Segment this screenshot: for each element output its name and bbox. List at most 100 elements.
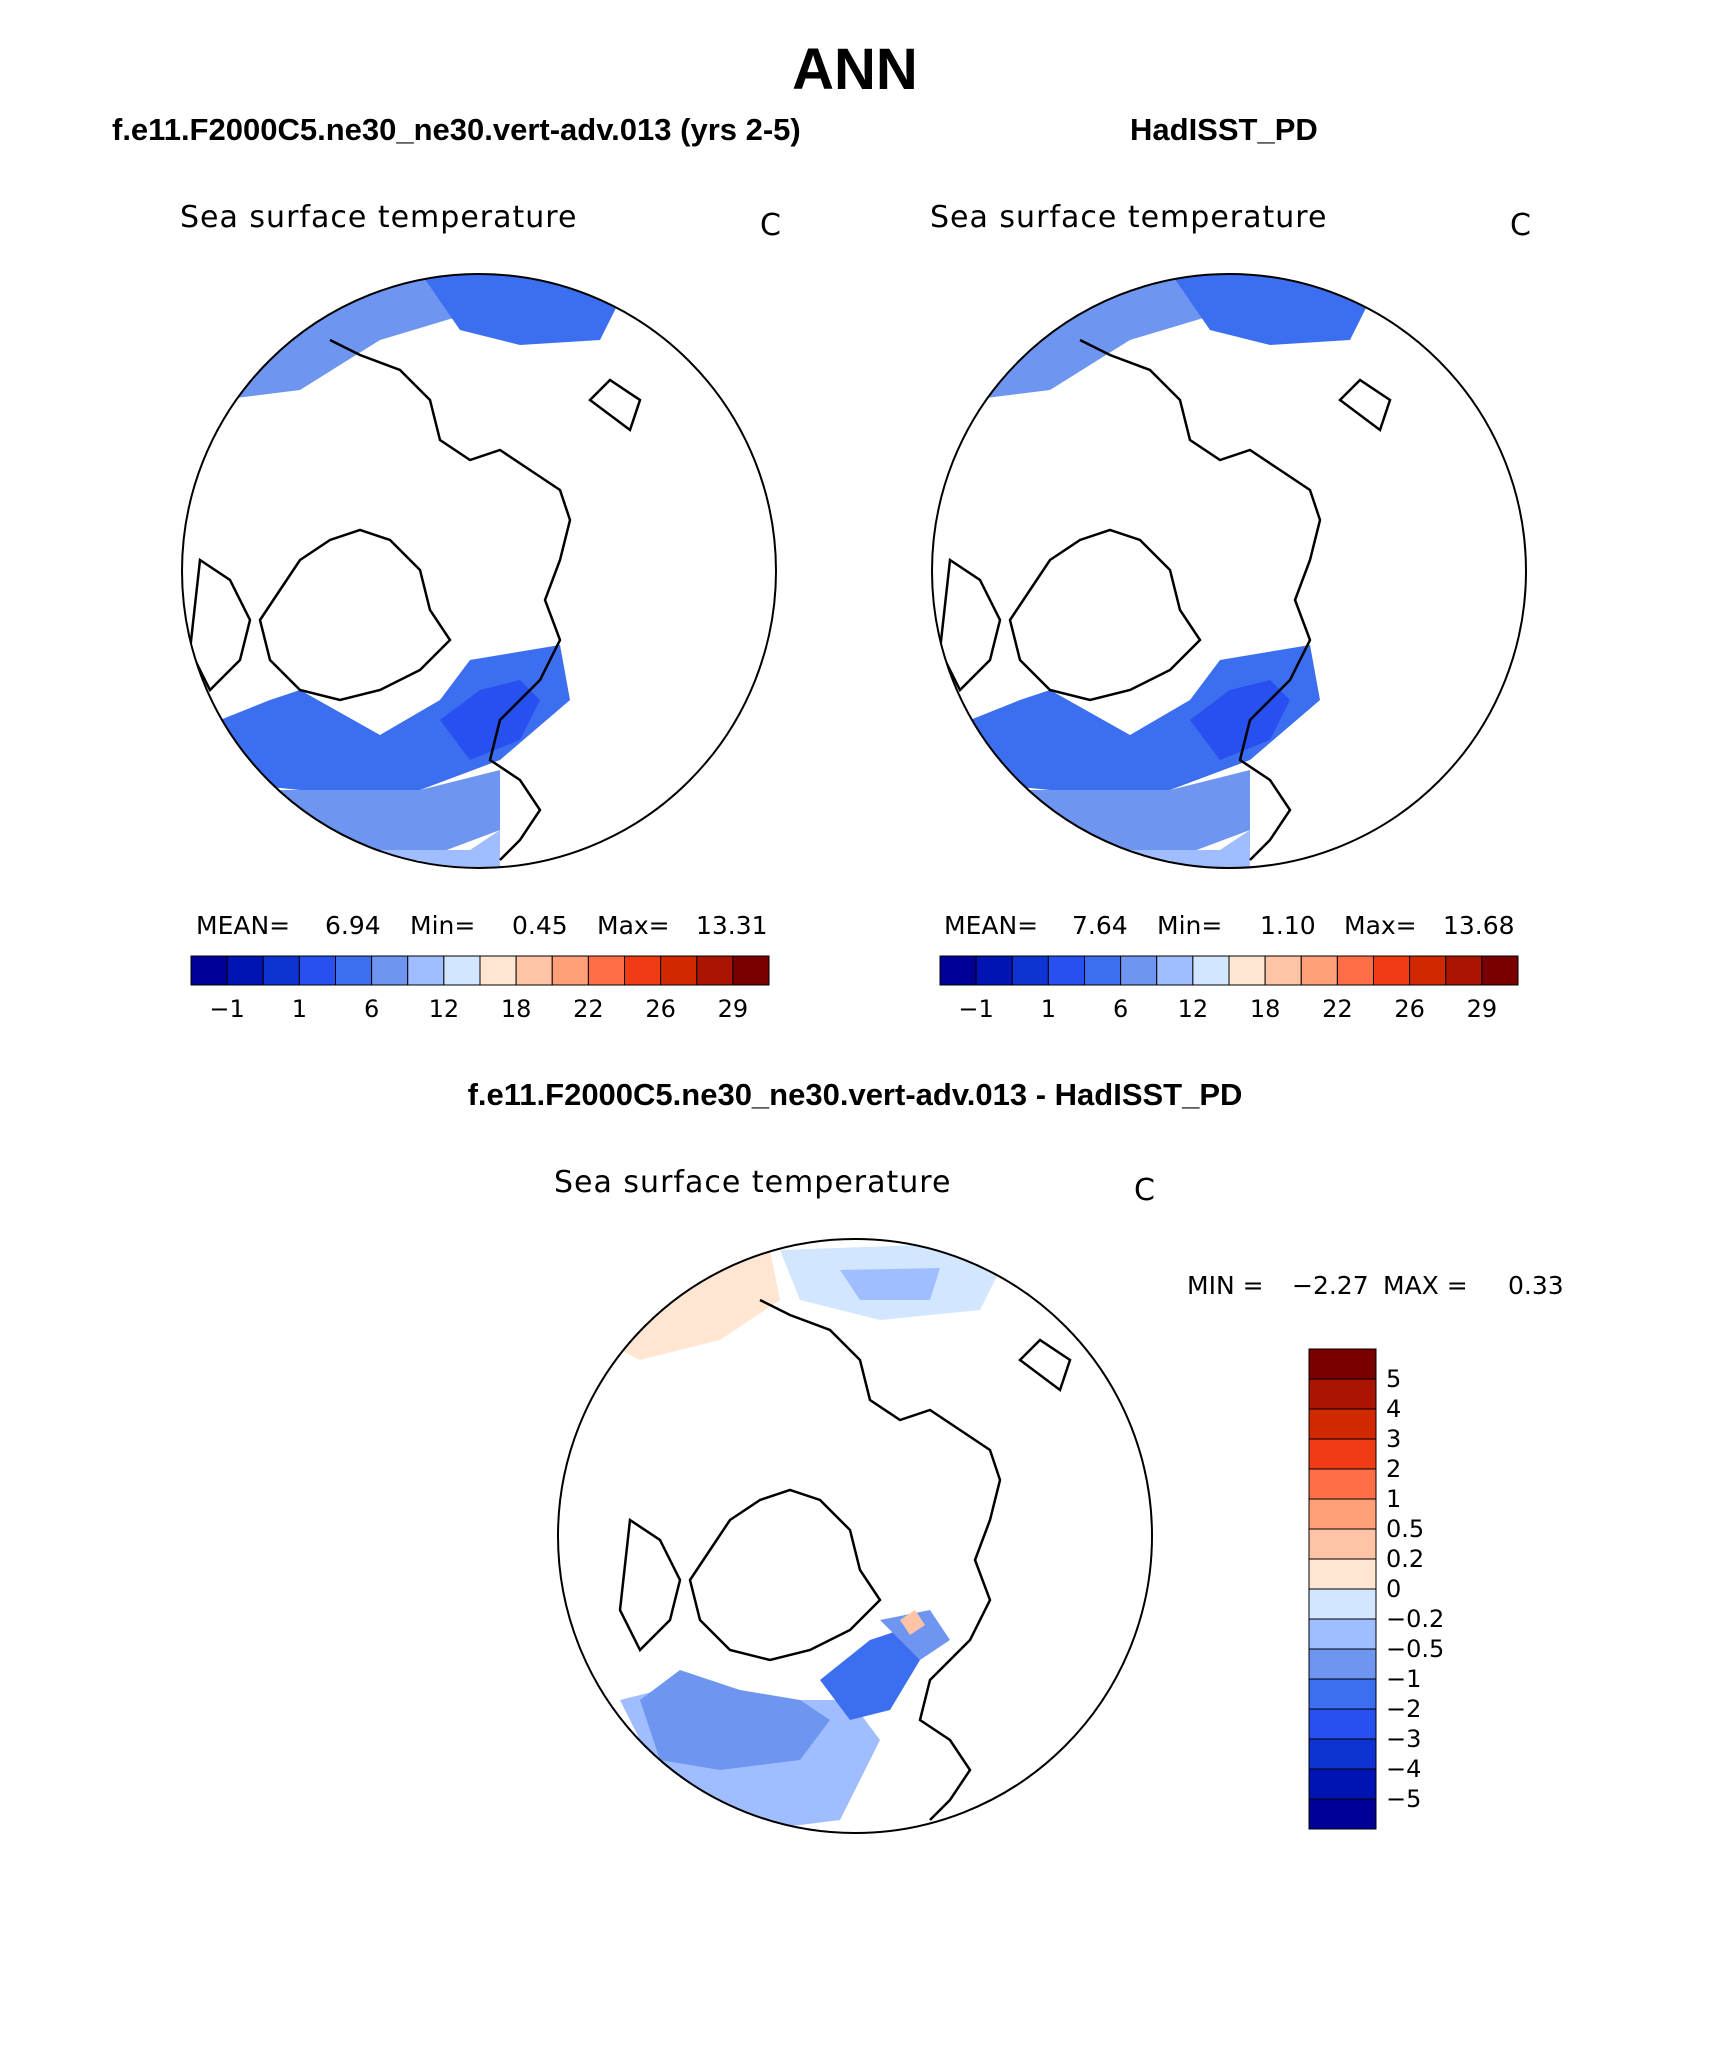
panel2-mean-label: MEAN= — [944, 911, 1039, 940]
panel1-colorbar-swatch-2 — [262, 955, 300, 986]
panel1-colorbar-swatch-1 — [226, 955, 264, 986]
panel2-colorbar-tick-label: −1 — [958, 995, 994, 1023]
diff-min-label: MIN = — [1187, 1271, 1264, 1300]
panel2-norwegian-sst — [1190, 680, 1290, 760]
panel2-colorbar-swatch-9 — [1264, 955, 1302, 986]
diff-norwegian-b — [880, 1610, 950, 1660]
panel2-colorbar — [939, 955, 1519, 986]
panel1-colorbar-swatch-13 — [660, 955, 698, 986]
panel2-colorbar-tick-label: 6 — [1112, 995, 1129, 1023]
diff-colorbar-swatch-11 — [1308, 1678, 1377, 1710]
panel1-colorbar-swatch-8 — [479, 955, 517, 986]
panel1-colorbar-tick-label: 29 — [717, 995, 749, 1023]
panel1-colorbar-tick-label: 22 — [573, 995, 604, 1023]
panel1-max-value: 13.31 — [696, 911, 768, 940]
panel1-colorbar-tick-label: 6 — [363, 995, 380, 1023]
panel1-map-border — [181, 273, 777, 869]
diff-colorbar-tick-label: −4 — [1386, 1755, 1422, 1783]
panel2-colorbar-swatch-4 — [1084, 955, 1122, 986]
diff-pacific-warm — [600, 1250, 780, 1360]
panel2-mean-value: 7.64 — [1072, 911, 1128, 940]
panel2-colorbar-swatch-11 — [1336, 955, 1374, 986]
panel1-colorbar-tick-label: 26 — [645, 995, 676, 1023]
panel1-colorbar-tick-label: −1 — [209, 995, 245, 1023]
diff-units: C — [1134, 1173, 1155, 1208]
panel2-colorbar-swatch-13 — [1409, 955, 1447, 986]
panel2-colorbar-tick-label: 1 — [1040, 995, 1057, 1023]
panel1-coast — [188, 338, 642, 861]
diff-colorbar-swatch-7 — [1308, 1558, 1377, 1590]
diff-colorbar-tick-label: −5 — [1386, 1785, 1422, 1813]
diff-map — [600, 1245, 1072, 1830]
diff-title: f.e11.F2000C5.ne30_ne30.vert-adv.013 - H… — [467, 1077, 1243, 1112]
panel2-colorbar-tick-label: 22 — [1322, 995, 1353, 1023]
panel2-min-value: 1.10 — [1260, 911, 1316, 940]
panel1-min-label: Min= — [410, 911, 476, 940]
panel1-colorbar-swatch-11 — [587, 955, 625, 986]
panel1-field-title: Sea surface temperature — [180, 200, 578, 235]
panel2-colorbar-swatch-10 — [1300, 955, 1338, 986]
diff-colorbar-tick-label: 3 — [1386, 1425, 1402, 1453]
panel1-colorbar-tick-label: 18 — [500, 995, 532, 1023]
panel1-colorbar-swatch-10 — [551, 955, 589, 986]
diff-colorbar-swatch-8 — [1308, 1588, 1377, 1620]
panel1-map — [182, 274, 642, 868]
panel1-norwegian-sst — [440, 680, 540, 760]
panel1-colorbar-swatch-6 — [407, 955, 445, 986]
diff-max-value: 0.33 — [1508, 1271, 1564, 1300]
diff-colorbar — [1308, 1348, 1377, 1830]
panel2-colorbar-swatch-3 — [1047, 955, 1085, 986]
panel2-coast — [938, 338, 1392, 861]
panel2-max-value: 13.68 — [1443, 911, 1515, 940]
panel2-colorbar-swatch-0 — [939, 955, 977, 986]
panel2-units: C — [1510, 208, 1531, 243]
panel2-colorbar-swatch-7 — [1192, 955, 1230, 986]
panel2-colorbar-tick-label: 18 — [1249, 995, 1281, 1023]
panel1-colorbar — [190, 955, 770, 986]
diff-colorbar-swatch-9 — [1308, 1618, 1377, 1650]
panel2-min-label: Min= — [1157, 911, 1223, 940]
panel1-colorbar-swatch-3 — [298, 955, 336, 986]
panel2-max-label: Max= — [1344, 911, 1417, 940]
diff-warm-patch — [900, 1610, 925, 1635]
panel2-map-border — [931, 273, 1527, 869]
diff-colorbar-swatch-14 — [1308, 1768, 1377, 1800]
diff-coast — [618, 1298, 1072, 1821]
figure-title: ANN — [792, 37, 918, 102]
diff-colorbar-swatch-13 — [1308, 1738, 1377, 1770]
diff-colorbar-swatch-12 — [1308, 1708, 1377, 1740]
panel1-bering-sst — [420, 274, 620, 345]
panel1-min-value: 0.45 — [512, 911, 568, 940]
panel2-colorbar-swatch-12 — [1373, 955, 1411, 986]
panel2-colorbar-swatch-2 — [1011, 955, 1049, 986]
panel1-colorbar-swatch-14 — [696, 955, 734, 986]
diff-colorbar-tick-label: −1 — [1386, 1665, 1422, 1693]
panel2-colorbar-tick-label: 29 — [1466, 995, 1498, 1023]
diff-colorbar-tick-label: 4 — [1386, 1395, 1402, 1423]
diff-colorbar-swatch-4 — [1308, 1468, 1377, 1500]
diff-atlantic-b — [640, 1670, 830, 1770]
panel1-colorbar-swatch-4 — [335, 955, 373, 986]
panel1-colorbar-tick-label: 12 — [428, 995, 460, 1023]
panel1-case-title: f.e11.F2000C5.ne30_ne30.vert-adv.013 (yr… — [112, 112, 801, 147]
diff-min-value: −2.27 — [1292, 1271, 1369, 1300]
panel1-colorbar-swatch-9 — [515, 955, 553, 986]
panel2-field-title: Sea surface temperature — [930, 200, 1328, 235]
panel2-colorbar-tick-label: 26 — [1394, 995, 1425, 1023]
diff-bering-cool-b — [840, 1268, 940, 1300]
panel2-colorbar-swatch-15 — [1481, 955, 1519, 986]
diff-max-label: MAX = — [1383, 1271, 1468, 1300]
panel1-max-label: Max= — [597, 911, 670, 940]
panel2-map — [932, 274, 1392, 868]
diff-colorbar-tick-label: −2 — [1386, 1695, 1422, 1723]
panel2-bering-sst — [1170, 274, 1370, 345]
panel2-colorbar-tick-label: 12 — [1177, 995, 1209, 1023]
panel1-colorbar-swatch-15 — [732, 955, 770, 986]
diff-colorbar-swatch-1 — [1308, 1378, 1377, 1410]
panel2-colorbar-swatch-1 — [975, 955, 1013, 986]
diff-colorbar-tick-label: 0.5 — [1386, 1515, 1425, 1543]
diff-colorbar-tick-label: −0.2 — [1386, 1605, 1445, 1633]
panel2-colorbar-swatch-6 — [1156, 955, 1194, 986]
panel1-colorbar-swatch-7 — [443, 955, 481, 986]
diff-colorbar-tick-label: −0.5 — [1386, 1635, 1445, 1663]
